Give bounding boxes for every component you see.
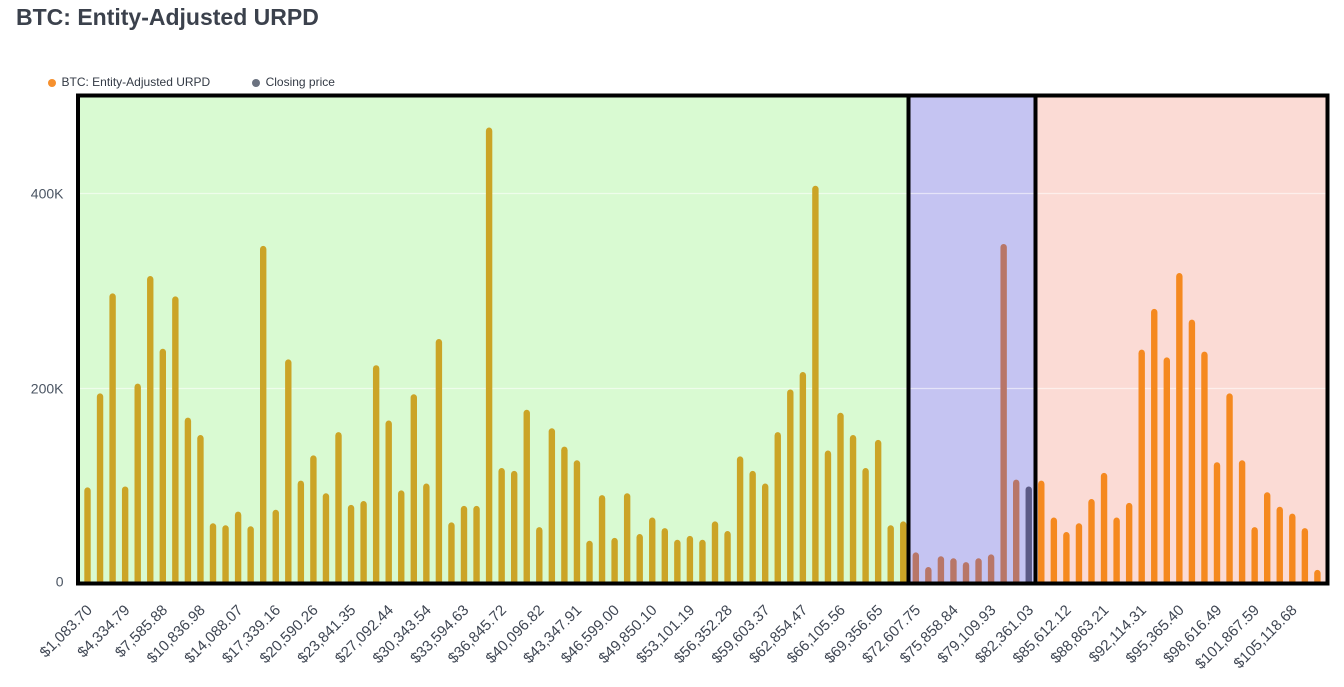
svg-text:400K: 400K [31, 186, 64, 202]
svg-text:0: 0 [56, 574, 64, 590]
svg-text:200K: 200K [31, 381, 64, 397]
